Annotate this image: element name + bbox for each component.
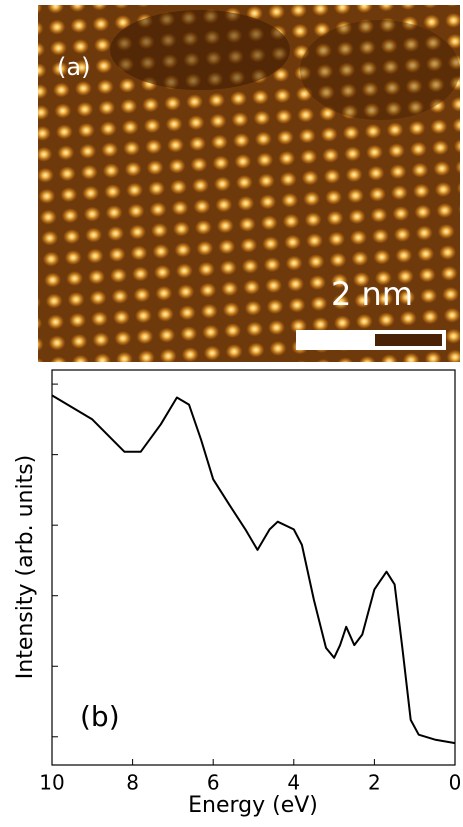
y-axis-label: Intensity (arb. units) — [13, 455, 38, 679]
scale-bar-label: 2 nm — [331, 275, 413, 313]
figure: (a) 2 nm (b) Energy (eV) Intensity (arb.… — [0, 0, 463, 827]
panel-label: (b) — [80, 700, 120, 733]
x-tick-label: 10 — [39, 771, 64, 795]
x-tick-label: 6 — [207, 771, 220, 795]
x-tick-label: 0 — [449, 771, 462, 795]
x-tick-label: 2 — [368, 771, 381, 795]
x-tick-label: 8 — [126, 771, 139, 795]
x-axis-label: Energy (eV) — [188, 793, 318, 818]
scale-bar-inner — [375, 334, 442, 346]
x-tick-label: 4 — [287, 771, 300, 795]
panel-label: (a) — [57, 53, 90, 81]
spectrum-line — [52, 395, 455, 743]
